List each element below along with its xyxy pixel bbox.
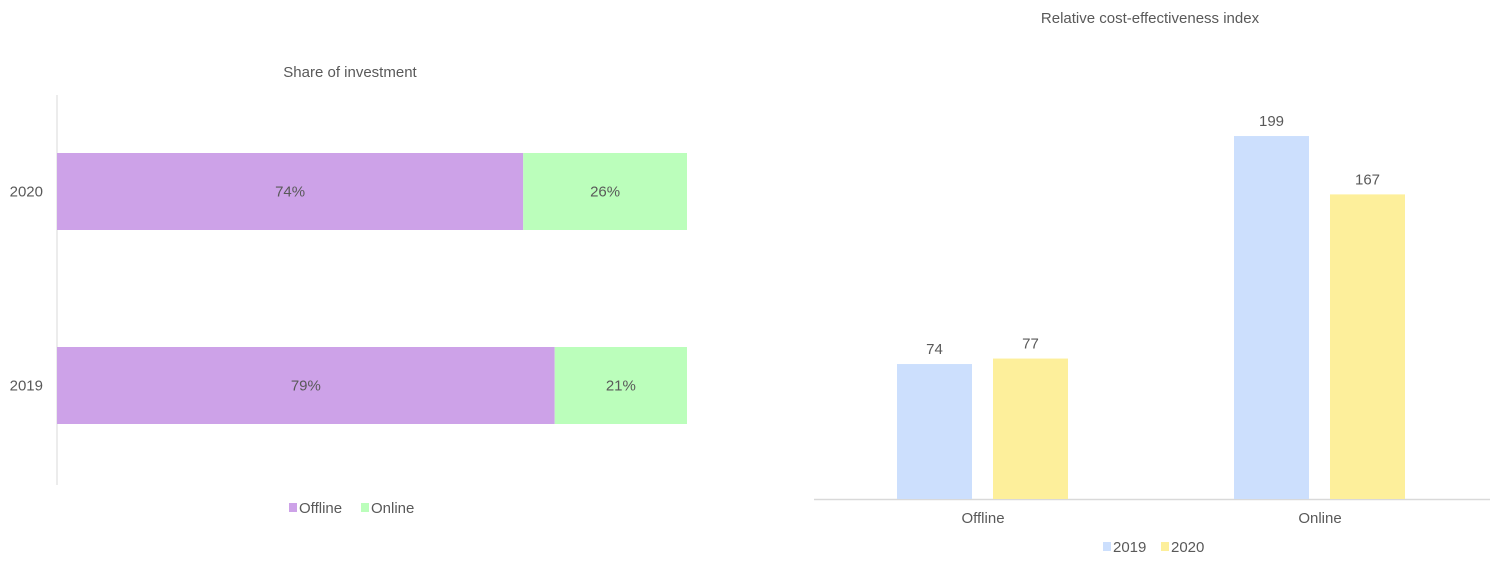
legend: 2019 2020 — [1103, 539, 1204, 556]
bar-segment-offline — [57, 347, 555, 424]
chart-title: Relative cost-effectiveness index — [1041, 10, 1260, 27]
data-label: 21% — [606, 378, 636, 395]
data-label: 74 — [926, 341, 943, 358]
bar-2020-offline — [993, 358, 1068, 499]
bar-segment-online — [523, 153, 687, 230]
bar-segment-offline — [57, 153, 524, 230]
data-label: 74% — [275, 184, 305, 201]
bar-2019-offline — [897, 364, 972, 499]
share-of-investment-chart: Share of investment 2020 74% 26% 2019 79% 21%… — [10, 64, 687, 517]
category-tick-label: 2019 — [10, 378, 43, 395]
bar-2020-online — [1330, 194, 1405, 499]
legend-label: 2020 — [1171, 539, 1204, 556]
data-label: 199 — [1259, 113, 1284, 130]
legend-swatch — [361, 503, 369, 512]
legend-swatch — [289, 503, 297, 512]
legend-swatch — [1161, 542, 1169, 551]
cost-effectiveness-chart: Relative cost-effectiveness index Offlin… — [814, 10, 1490, 556]
legend-label: 2019 — [1113, 539, 1146, 556]
chart-title: Share of investment — [283, 64, 417, 81]
data-label: 167 — [1355, 171, 1380, 188]
category-tick-label: 2020 — [10, 184, 43, 201]
legend-label: Offline — [299, 500, 342, 517]
bar-segment-online — [554, 347, 687, 424]
bar-2019-online — [1234, 136, 1309, 500]
category-tick-label: Online — [1298, 510, 1341, 527]
legend-swatch — [1103, 542, 1111, 551]
legend: Offline Online — [289, 500, 414, 517]
data-label: 26% — [590, 184, 620, 201]
data-label: 77 — [1022, 336, 1039, 353]
data-label: 79% — [291, 378, 321, 395]
category-tick-label: Offline — [961, 510, 1004, 527]
legend-label: Online — [371, 500, 414, 517]
